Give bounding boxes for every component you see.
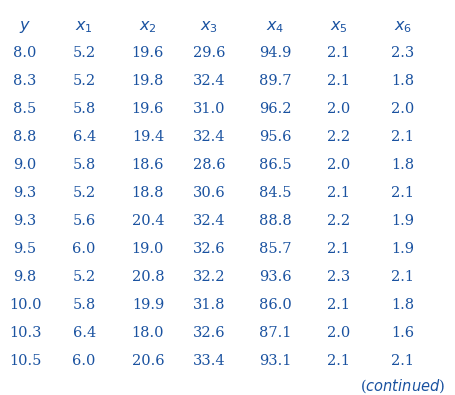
Text: 18.6: 18.6 [131, 158, 164, 172]
Text: 2.2: 2.2 [328, 214, 350, 228]
Text: 5.2: 5.2 [73, 270, 96, 284]
Text: 9.3: 9.3 [13, 186, 37, 200]
Text: 33.4: 33.4 [193, 354, 226, 368]
Text: 2.0: 2.0 [391, 102, 415, 116]
Text: 31.0: 31.0 [193, 102, 226, 116]
Text: 2.1: 2.1 [328, 46, 350, 60]
Text: $x_6$: $x_6$ [394, 18, 412, 35]
Text: 32.4: 32.4 [193, 214, 226, 228]
Text: 84.5: 84.5 [259, 186, 292, 200]
Text: $x_4$: $x_4$ [266, 18, 284, 35]
Text: 2.3: 2.3 [327, 270, 351, 284]
Text: 95.6: 95.6 [259, 130, 292, 144]
Text: 2.1: 2.1 [391, 354, 414, 368]
Text: 2.1: 2.1 [328, 298, 350, 312]
Text: 8.8: 8.8 [13, 130, 37, 144]
Text: 6.4: 6.4 [72, 326, 96, 340]
Text: 2.1: 2.1 [328, 354, 350, 368]
Text: 32.6: 32.6 [193, 326, 226, 340]
Text: 2.0: 2.0 [327, 326, 351, 340]
Text: 20.6: 20.6 [131, 354, 164, 368]
Text: 32.4: 32.4 [193, 130, 226, 144]
Text: 2.1: 2.1 [328, 242, 350, 256]
Text: 20.8: 20.8 [131, 270, 164, 284]
Text: 19.4: 19.4 [132, 130, 164, 144]
Text: 8.5: 8.5 [13, 102, 37, 116]
Text: 9.3: 9.3 [13, 214, 37, 228]
Text: 18.8: 18.8 [131, 186, 164, 200]
Text: 86.0: 86.0 [259, 298, 292, 312]
Text: 5.2: 5.2 [73, 46, 96, 60]
Text: 88.8: 88.8 [259, 214, 292, 228]
Text: 1.6: 1.6 [391, 326, 414, 340]
Text: 96.2: 96.2 [259, 102, 292, 116]
Text: 87.1: 87.1 [259, 326, 292, 340]
Text: 1.9: 1.9 [391, 214, 414, 228]
Text: 19.8: 19.8 [131, 74, 164, 88]
Text: 5.2: 5.2 [73, 186, 96, 200]
Text: 6.0: 6.0 [72, 242, 96, 256]
Text: 86.5: 86.5 [259, 158, 292, 172]
Text: 19.9: 19.9 [132, 298, 164, 312]
Text: 94.9: 94.9 [259, 46, 292, 60]
Text: 9.5: 9.5 [14, 242, 36, 256]
Text: $x_1$: $x_1$ [75, 18, 93, 35]
Text: 10.3: 10.3 [9, 326, 41, 340]
Text: 9.8: 9.8 [13, 270, 37, 284]
Text: 2.1: 2.1 [391, 270, 414, 284]
Text: 89.7: 89.7 [259, 74, 292, 88]
Text: 5.6: 5.6 [72, 214, 96, 228]
Text: 9.0: 9.0 [13, 158, 37, 172]
Text: 32.6: 32.6 [193, 242, 226, 256]
Text: 5.2: 5.2 [73, 74, 96, 88]
Text: 1.8: 1.8 [391, 74, 414, 88]
Text: 2.1: 2.1 [391, 186, 414, 200]
Text: 93.6: 93.6 [259, 270, 292, 284]
Text: 2.0: 2.0 [327, 158, 351, 172]
Text: 2.2: 2.2 [328, 130, 350, 144]
Text: 85.7: 85.7 [259, 242, 292, 256]
Text: 29.6: 29.6 [193, 46, 226, 60]
Text: 2.3: 2.3 [391, 46, 415, 60]
Text: 10.5: 10.5 [9, 354, 41, 368]
Text: 31.8: 31.8 [193, 298, 226, 312]
Text: 1.8: 1.8 [391, 298, 414, 312]
Text: 8.3: 8.3 [13, 74, 37, 88]
Text: 20.4: 20.4 [131, 214, 164, 228]
Text: 93.1: 93.1 [259, 354, 292, 368]
Text: 30.6: 30.6 [193, 186, 226, 200]
Text: 32.4: 32.4 [193, 74, 226, 88]
Text: 32.2: 32.2 [193, 270, 226, 284]
Text: 5.8: 5.8 [72, 102, 96, 116]
Text: 6.0: 6.0 [72, 354, 96, 368]
Text: 28.6: 28.6 [193, 158, 226, 172]
Text: 10.0: 10.0 [9, 298, 41, 312]
Text: 8.0: 8.0 [13, 46, 37, 60]
Text: 18.0: 18.0 [131, 326, 164, 340]
Text: $x_2$: $x_2$ [139, 18, 157, 35]
Text: 2.1: 2.1 [328, 74, 350, 88]
Text: 5.8: 5.8 [72, 298, 96, 312]
Text: 1.8: 1.8 [391, 158, 414, 172]
Text: 1.9: 1.9 [391, 242, 414, 256]
Text: 6.4: 6.4 [72, 130, 96, 144]
Text: ($\mathit{continued}$): ($\mathit{continued}$) [360, 378, 445, 395]
Text: $\mathit{y}$: $\mathit{y}$ [19, 18, 31, 35]
Text: 19.6: 19.6 [131, 46, 164, 60]
Text: 2.1: 2.1 [391, 130, 414, 144]
Text: 19.0: 19.0 [131, 242, 164, 256]
Text: $x_3$: $x_3$ [200, 18, 218, 35]
Text: 2.0: 2.0 [327, 102, 351, 116]
Text: 5.8: 5.8 [72, 158, 96, 172]
Text: 2.1: 2.1 [328, 186, 350, 200]
Text: 19.6: 19.6 [131, 102, 164, 116]
Text: $x_5$: $x_5$ [330, 18, 348, 35]
